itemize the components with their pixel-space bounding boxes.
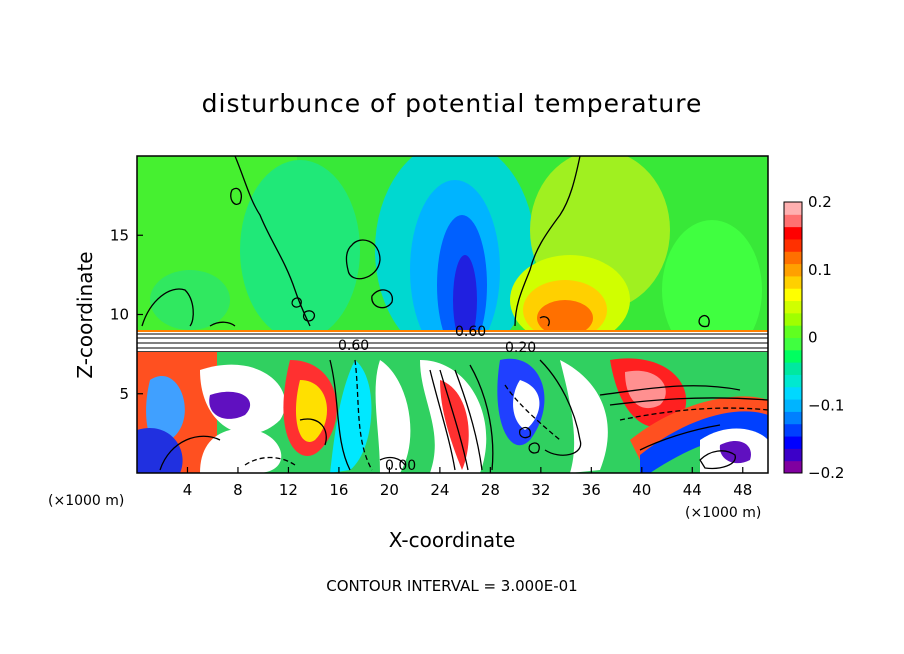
contour-label: 0.60 [455,324,486,340]
contour-lines [141,156,768,471]
colorbar-swatch [784,399,802,412]
colorbar-swatch [784,288,802,302]
colorbar-swatch [784,300,802,314]
colorbar-tick-label: −0.1 [808,396,844,414]
colorbar-ticks: 0.2 0.1 0 −0.1 −0.2 [808,193,844,482]
colorbar-frame [783,201,803,474]
x-tick-label: 36 [582,481,601,499]
colorbar-swatch [784,251,802,265]
colorbar-swatch [784,238,802,252]
x-tick-label: 44 [683,481,702,499]
contour-label: 0.00 [385,458,416,474]
x-tick-label: 28 [481,481,500,499]
colorbar-swatch [784,263,802,277]
x-tick-label: 24 [430,481,449,499]
colorbar-swatch [784,386,802,400]
x-tick-label: 4 [183,481,193,499]
x-tick-label: 12 [279,481,298,499]
colorbar-tick-label: −0.2 [808,464,844,482]
y-axis-ticks: 5 10 15 [110,226,143,403]
y-tick-label: 10 [110,306,129,324]
colorbar-swatch [784,325,802,338]
x-tick-label: 32 [531,481,550,499]
y-axis-title: Z-coordinate [73,251,97,378]
contour-labels: 0.00 0.60 0.60 0.20 [338,324,536,474]
colorbar-swatch [784,448,802,462]
colorbar [783,201,803,474]
x-unit-label-left: (×1000 m) [48,493,124,509]
colorbar-swatch [784,275,802,289]
colorbar-tick-label: 0.2 [808,193,832,211]
contour-label: 0.60 [338,338,369,354]
x-tick-label: 16 [329,481,348,499]
colorbar-swatch [784,337,802,351]
contour-interval-text: CONTOUR INTERVAL = 3.000E-01 [326,577,577,595]
y-tick-label: 15 [110,226,129,244]
x-unit-label-right: (×1000 m) [685,505,761,521]
colorbar-swatch [784,312,802,326]
x-tick-label: 40 [632,481,651,499]
chart-title: disturbunce of potential temperature [202,89,703,118]
colorbar-swatch [784,214,802,228]
colorbar-swatch [784,436,802,449]
x-axis-title: X-coordinate [389,528,516,552]
colorbar-tick-label: 0.1 [808,261,832,279]
x-tick-label: 48 [733,481,752,499]
x-tick-label: 8 [233,481,243,499]
colorbar-swatch [784,460,802,474]
colorbar-swatch [784,226,802,240]
y-tick-label: 5 [119,385,129,403]
colorbar-tick-label: 0 [808,329,818,347]
colorbar-swatch [784,374,802,388]
colorbar-swatch [784,423,802,437]
colorbar-swatch [784,349,802,363]
contour-label: 0.20 [505,340,536,356]
colorbar-swatch [784,411,802,425]
x-axis-ticks: 4 8 12 16 20 24 28 32 36 40 44 48 [183,467,752,499]
x-tick-label: 20 [380,481,399,499]
colorbar-swatch [784,362,802,375]
colorbar-swatch [784,202,802,215]
